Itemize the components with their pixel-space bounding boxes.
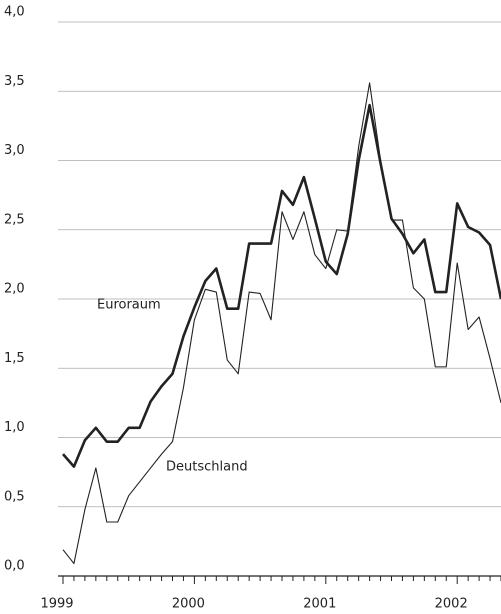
- y-tick-label: 2,5: [4, 212, 25, 227]
- y-tick-label: 0,0: [4, 559, 25, 574]
- x-tick-label: 1999: [40, 597, 73, 612]
- y-tick-label: 1,0: [4, 420, 25, 435]
- y-tick-label: 0,5: [4, 489, 25, 504]
- x-tick-label: 2000: [172, 597, 205, 612]
- y-tick-label: 4,0: [4, 5, 25, 20]
- series-label: Deutschland: [166, 460, 248, 475]
- y-tick-label: 2,0: [4, 282, 25, 297]
- x-tick-label: 2001: [303, 597, 336, 612]
- y-tick-label: 3,0: [4, 143, 25, 158]
- series-label: Euroraum: [97, 298, 161, 313]
- y-tick-label: 3,5: [4, 74, 25, 89]
- x-tick-label: 2002: [435, 597, 468, 612]
- y-tick-label: 1,5: [4, 351, 25, 366]
- line-series: [62, 82, 501, 565]
- line-series: [62, 103, 501, 468]
